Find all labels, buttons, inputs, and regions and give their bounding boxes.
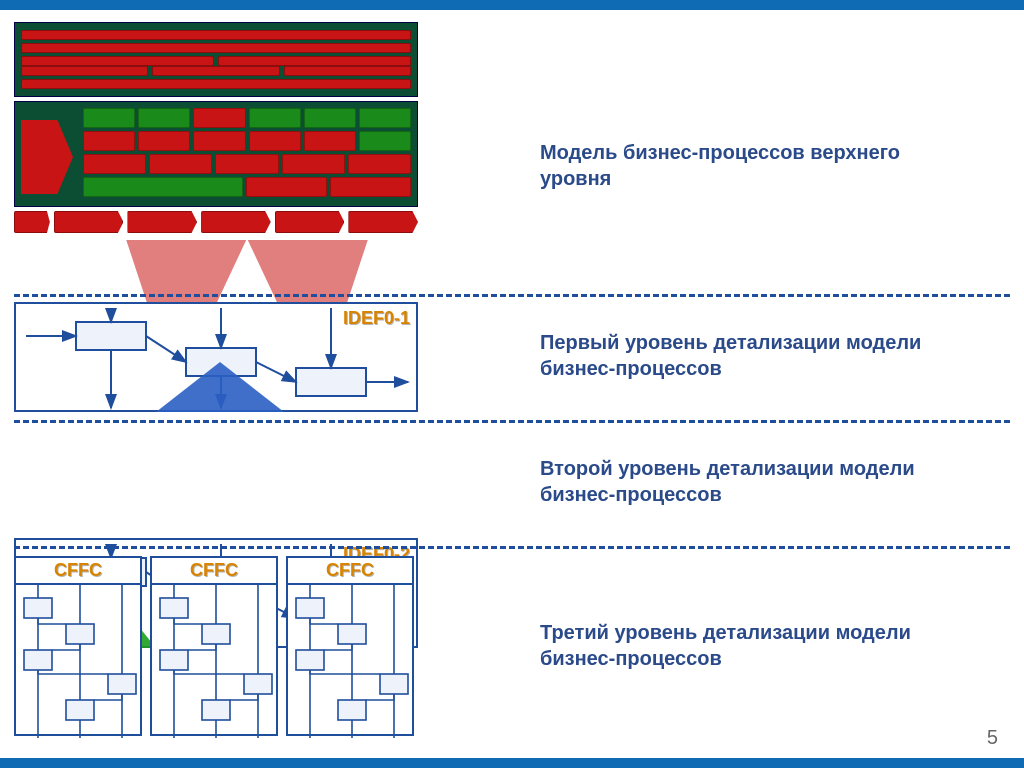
level0-label: Модель бизнес-процессов верхнего уровня bbox=[540, 140, 970, 192]
cffc-svg bbox=[288, 584, 416, 738]
cffc-title: CFFC bbox=[152, 558, 276, 585]
level2-label: Второй уровень детализации модели бизнес… bbox=[540, 456, 970, 508]
level0-bottom-row bbox=[14, 211, 418, 233]
cffc-title: CFFC bbox=[288, 558, 412, 585]
cffc-svg bbox=[152, 584, 280, 738]
level1-idef-diagram: IDEF0-1 bbox=[14, 302, 418, 412]
drilldown-triangle-icon bbox=[156, 362, 284, 412]
big-arrow-icon bbox=[21, 120, 73, 194]
cffc-diagram: CFFC bbox=[286, 556, 414, 736]
border-top bbox=[0, 0, 1024, 10]
page-number: 5 bbox=[987, 727, 998, 750]
divider bbox=[14, 546, 1010, 549]
cffc-title: CFFC bbox=[16, 558, 140, 585]
cffc-diagram: CFFC bbox=[14, 556, 142, 736]
cffc-diagram: CFFC bbox=[150, 556, 278, 736]
level1-label: Первый уровень детализации модели бизнес… bbox=[540, 330, 970, 382]
level0-header-block bbox=[14, 22, 418, 97]
level0-core-block bbox=[14, 101, 418, 207]
divider bbox=[14, 294, 1010, 297]
level3-label: Третий уровень детализации модели бизнес… bbox=[540, 620, 970, 672]
cffc-svg bbox=[16, 584, 144, 738]
level3-cffc-group: CFFC CFFC bbox=[14, 556, 414, 736]
idef0-1-svg bbox=[16, 304, 420, 414]
border-bottom bbox=[0, 758, 1024, 768]
level0-model bbox=[14, 22, 418, 233]
divider bbox=[14, 420, 1010, 423]
